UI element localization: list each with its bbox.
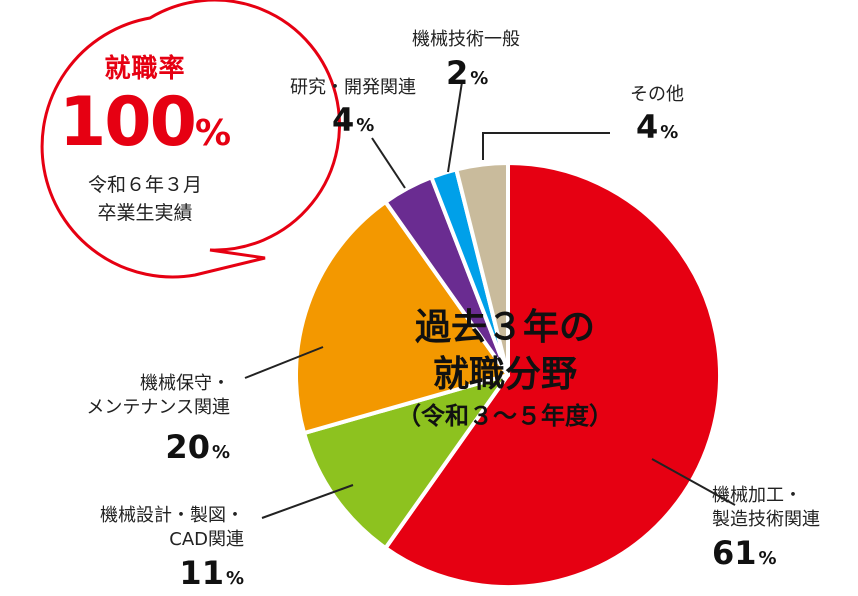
leader-line-kakou	[651, 458, 736, 506]
center-title-2: 就職分野	[432, 354, 577, 395]
unit-ippan: %	[470, 68, 489, 89]
leader-line-cad	[261, 484, 354, 519]
label-cad-line2: CAD関連	[169, 529, 244, 550]
unit-sonota: %	[660, 122, 679, 143]
value-ippan: 2	[446, 54, 469, 92]
leader-line-kenkyu	[371, 137, 406, 189]
pie-slice-kakou	[383, 161, 722, 589]
label-hoshu-line2: メンテナンス関連	[86, 397, 230, 418]
pct-cad: 11%	[179, 556, 244, 596]
pie-slices	[294, 161, 722, 589]
callout-title: 就職率	[104, 54, 186, 84]
value-kenkyu: 4	[332, 101, 355, 139]
callout-bubble	[40, 0, 341, 279]
label-cad-line1: 機械設計・製図・	[100, 505, 244, 526]
pct-hoshu: 20%	[165, 430, 230, 470]
pie-slice-cad	[302, 373, 510, 551]
callout-number: 100	[58, 83, 197, 162]
pct-kenkyu: 4%	[332, 103, 374, 143]
center-subtitle: （令和３～５年度）	[397, 402, 613, 430]
unit-cad: %	[225, 568, 244, 589]
unit-kakou: %	[758, 548, 777, 569]
callout-note-2: 卒業生実績	[97, 202, 193, 224]
label-hoshu-line1: 機械保守・	[140, 373, 230, 394]
callout-value: 100%	[40, 86, 250, 171]
label-kenkyu: 研究・開発関連	[290, 77, 416, 98]
pie-slice-hoshu	[294, 199, 510, 436]
value-hoshu: 20	[165, 428, 210, 466]
label-sonota: その他	[630, 84, 684, 105]
callout-note-1: 令和６年３月	[87, 174, 202, 196]
leader-lines	[244, 81, 736, 519]
value-sonota: 4	[636, 108, 659, 146]
pct-kakou: 61%	[712, 536, 777, 576]
center-title-1: 過去３年の	[414, 307, 595, 348]
callout-unit: %	[194, 113, 232, 154]
label-kakou-line1: 機械加工・	[712, 485, 802, 506]
label-ippan: 機械技術一般	[412, 29, 520, 50]
pct-sonota: 4%	[636, 110, 678, 150]
unit-kenkyu: %	[356, 115, 375, 136]
unit-hoshu: %	[211, 442, 230, 463]
pct-ippan: 2%	[446, 56, 488, 96]
pie-slice-sonota	[454, 161, 510, 377]
leader-line-ippan	[447, 81, 463, 173]
value-cad: 11	[179, 554, 224, 592]
leader-line-sonota	[482, 132, 610, 160]
leader-line-hoshu	[244, 346, 324, 379]
label-kakou-line2: 製造技術関連	[712, 509, 820, 530]
value-kakou: 61	[712, 534, 757, 572]
